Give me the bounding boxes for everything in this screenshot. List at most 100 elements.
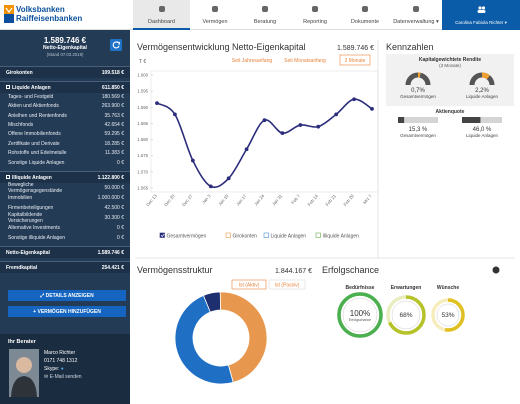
item-value: 0 € (117, 159, 124, 166)
gauge-value-label: 2,2% (475, 88, 489, 94)
item-label: Rohstoffe und Edelmetalle (8, 150, 67, 157)
group-row: Illiquide Anlagen 1.122.800 € (0, 171, 130, 184)
advisor-photo (9, 349, 39, 397)
gauge-value (481, 72, 490, 80)
data-point (298, 123, 303, 127)
range-button[interactable]: 3 Monate (345, 58, 366, 64)
add-button[interactable]: + VERMÖGEN HINZUFÜGEN (8, 306, 126, 317)
x-tick-label: Jan 24 (253, 193, 266, 207)
x-tick-label: Jan 31 (271, 193, 284, 207)
nav-icon (158, 6, 165, 12)
nav-label: Reporting (303, 19, 327, 25)
item-row: Sonstige illiquide Anlagen 0 € (0, 234, 130, 243)
advisor: Ihr Berater Marco Richter 0171 748 1312 … (0, 334, 130, 404)
logo-text: Raiffeisenbanken (16, 14, 83, 23)
advisor-name: Marco Richter (44, 350, 76, 356)
summary-row: Girokonten 109.518 € (0, 66, 130, 78)
bar (462, 117, 481, 123)
y-tick-label: 1.600 (137, 73, 148, 78)
tab[interactable]: Ist (Aktiv) (239, 283, 260, 289)
y-tick-label: 1.580 (137, 137, 148, 142)
tab-frame (231, 279, 267, 290)
ring-value (431, 298, 465, 332)
chart-total: 1.589.746 € (337, 45, 374, 52)
item-row: Aktien und Aktienfonds 263.900 € (0, 102, 130, 111)
data-point (262, 118, 267, 123)
collapse-icon (6, 84, 10, 89)
range-button[interactable]: Seit Jahresanfang (232, 58, 273, 64)
advisor-title: Ihr Berater (8, 339, 36, 345)
legend-checkbox[interactable] (159, 232, 165, 238)
x-tick-label: Feb 14 (307, 193, 320, 207)
range-button[interactable]: Seit Monatsanfang (284, 58, 326, 64)
nav-tab[interactable]: Dokumente (340, 0, 390, 30)
legend-checkbox[interactable] (315, 232, 321, 238)
nav-icon (362, 6, 368, 12)
row-label: Liquide Anlagen (6, 84, 51, 91)
series-line (156, 98, 373, 189)
ring-value-label: 100% (350, 309, 370, 318)
legend-checkbox[interactable] (225, 232, 231, 238)
plot-frame (150, 70, 379, 193)
legend-label: Girokonten (233, 233, 258, 239)
data-point (208, 184, 213, 189)
ring-value-label: 68% (399, 312, 412, 319)
nav-label: Vermögen (202, 19, 228, 25)
nav-tab[interactable]: Beratung (240, 0, 290, 30)
tab-frame (268, 279, 306, 290)
ring-inner (342, 297, 378, 333)
ring-label: Bedürfnisse (346, 285, 375, 291)
row-label: Fremdkapital (6, 265, 37, 271)
user-menu[interactable]: Carolina Fabiola Richter ▾ (442, 0, 520, 30)
gauge-value-label: 0,7% (411, 88, 425, 94)
nav-tab[interactable]: Vermögen (190, 0, 240, 30)
x-tick-label: Feb 7 (290, 193, 301, 205)
x-tick-label: Feb 28 (342, 193, 355, 207)
x-tick-label: Dec 13 (145, 193, 158, 207)
bar (398, 117, 405, 123)
bar-label: Gesamtvermögen (400, 133, 436, 138)
refresh-button[interactable] (110, 39, 122, 51)
bar-track (398, 117, 438, 123)
row-label-text: Illiquide Anlagen (12, 174, 52, 181)
email-link: E-Mail senden (49, 374, 82, 380)
item-row: Mischfonds 42.654 € (0, 121, 130, 130)
nav-icon (212, 6, 218, 12)
nav-tab[interactable]: Datenverwaltung ▾ (390, 0, 442, 30)
row-value: 1.589.746 € (97, 249, 124, 256)
item-value: 59.295 € (104, 131, 124, 138)
item-row: Bewegliche Vermögensgegenstände 50.000 € (0, 182, 130, 194)
item-row: Kapitalbildende Versicherungen 30.300 € (0, 212, 130, 224)
item-value: 42.500 € (104, 204, 124, 211)
data-point (316, 124, 321, 129)
summary-row: Fremdkapital 254.421 € (0, 261, 130, 274)
data-point (190, 158, 195, 163)
nav-tab[interactable]: Dashboard (133, 0, 190, 30)
data-point (244, 147, 249, 152)
logo-icon (4, 5, 14, 23)
data-point (334, 112, 339, 117)
item-value: 30.300 € (104, 214, 124, 221)
nav-tab[interactable]: Reporting (290, 0, 340, 30)
button-label: DETAILS ANZEIGEN (45, 292, 94, 299)
item-row: Firmenbeteiligungen 42.500 € (0, 204, 130, 213)
tab[interactable]: Ist (Passiv) (275, 283, 300, 289)
advisor-email[interactable]: ✉ E-Mail senden (44, 374, 82, 380)
main-content: Vermögensentwicklung Netto-Eigenkapital 1… (135, 40, 515, 385)
item-label: Offene Immobilienfonds (8, 131, 61, 138)
date: (Stand 07.03.2019) (46, 52, 84, 57)
row-label: Illiquide Anlagen (6, 174, 52, 181)
bar-value-label: 15,3 % (409, 127, 428, 133)
item-label: Kapitalbildende Versicherungen (8, 212, 43, 224)
row-value: 611.850 € (102, 84, 124, 91)
item-value: 0 € (117, 225, 124, 232)
y-tick-label: 1.575 (137, 153, 148, 158)
legend-checkbox[interactable] (263, 232, 269, 238)
item-label: Alternative Investments (8, 225, 60, 232)
nav-label: Beratung (253, 19, 277, 25)
item-row: Sonstige Liquide Anlagen 0 € (0, 159, 130, 168)
item-value: 35.763 € (104, 112, 124, 119)
donut-segment (174, 294, 234, 385)
item-row: Offene Immobilienfonds 59.295 € (0, 131, 130, 140)
details-button[interactable]: ⤢ DETAILS ANZEIGEN (8, 290, 126, 301)
